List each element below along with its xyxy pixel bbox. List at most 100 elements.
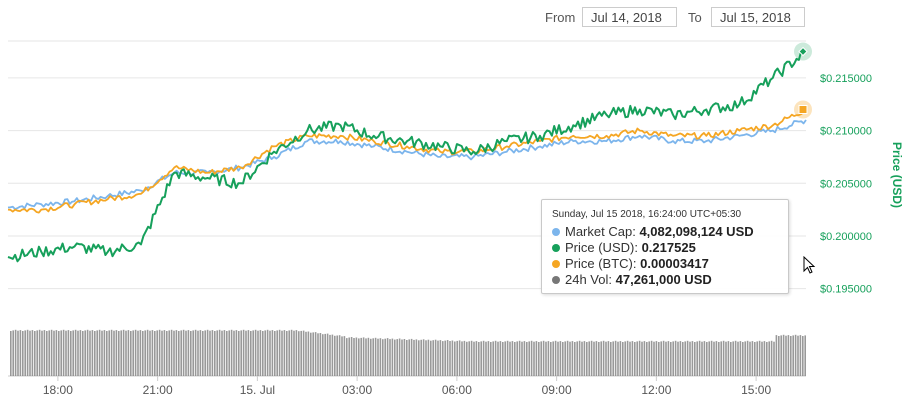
volume-bar (730, 342, 732, 376)
volume-bar (509, 341, 511, 376)
volume-bar (744, 341, 746, 376)
volume-bar (497, 341, 499, 376)
volume-bar (425, 340, 427, 376)
volume-bar (598, 342, 600, 376)
volume-bar (235, 330, 238, 376)
volume-bar (324, 333, 326, 376)
volume-bar (209, 330, 211, 376)
to-date-input[interactable]: Jul 15, 2018 (711, 7, 805, 27)
volume-bar (310, 332, 312, 376)
tooltip-row-volume: 24h Vol: 47,261,000 USD (552, 272, 778, 288)
volume-bar (86, 329, 89, 376)
volume-bar (605, 341, 607, 376)
volume-bar (691, 341, 694, 376)
volume-bar (787, 335, 790, 376)
volume-bar (82, 331, 84, 376)
volume-bar (132, 330, 134, 376)
volume-bar (12, 330, 14, 376)
volume-bar (530, 340, 533, 376)
volume-bar (158, 329, 161, 376)
volume-bar (442, 341, 444, 376)
volume-bar (170, 329, 173, 376)
volume-bar (149, 330, 151, 376)
x-tick-label: 15:00 (741, 383, 771, 397)
volume-bar (590, 340, 593, 376)
volume-bar (48, 330, 50, 376)
volume-bar (684, 341, 686, 376)
volume-bar (415, 339, 418, 376)
volume-bar (466, 341, 468, 376)
volume-bar (571, 341, 574, 376)
tooltip-value: 47,261,000 USD (615, 272, 712, 287)
volume-bar (322, 334, 324, 376)
from-date-input[interactable]: Jul 14, 2018 (582, 7, 677, 27)
volume-bar (187, 330, 190, 376)
volume-bar (72, 330, 74, 376)
volume-bar (317, 333, 319, 376)
volume-bar (254, 329, 257, 376)
volume-bar (602, 340, 605, 376)
volume-bar (456, 340, 458, 376)
tooltip-row-market-cap: Market Cap: 4,082,098,124 USD (552, 224, 778, 240)
volume-bar (446, 340, 449, 376)
volume-bar (293, 330, 295, 376)
volume-bar (670, 342, 672, 376)
volume-bar (142, 331, 144, 376)
volume-bar (554, 340, 557, 376)
volume-bar (389, 339, 391, 376)
volume-bar (120, 330, 122, 376)
volume-bar (746, 340, 749, 376)
volume-bar (739, 341, 742, 376)
volume-bar (346, 338, 348, 376)
volume-bar (353, 338, 355, 376)
x-tick-label: 21:00 (143, 383, 173, 397)
volume-bar (461, 341, 463, 376)
volume-bar (89, 330, 91, 376)
volume-bar (710, 340, 713, 376)
volume-bar (379, 338, 382, 376)
volume-bar (161, 330, 163, 376)
volume-bar (252, 330, 254, 376)
volume-bar (192, 330, 194, 376)
volume-bar (727, 341, 730, 376)
volume-bar (754, 342, 756, 376)
volume-bar (708, 341, 710, 376)
volume-bar (641, 341, 643, 376)
volume-bar (593, 341, 595, 376)
volume-bar (338, 335, 341, 376)
volume-bar (475, 341, 478, 376)
volume-bar (96, 330, 98, 376)
volume-bar (588, 341, 590, 376)
volume-bar (22, 331, 24, 376)
volume-bar (410, 338, 413, 376)
volume-bar (367, 337, 370, 376)
volume-bar (682, 342, 684, 376)
x-tick-label: 09:00 (542, 383, 572, 397)
volume-bar (194, 329, 197, 376)
volume-bar (394, 339, 396, 376)
x-tick-label: 12:00 (641, 383, 671, 397)
volume-bar (36, 330, 38, 376)
mouse-cursor-icon (803, 256, 816, 274)
volume-bar (715, 341, 718, 376)
volume-bar (218, 329, 221, 376)
volume-bar (214, 331, 216, 376)
volume-bar (622, 342, 624, 376)
volume-bar (660, 341, 662, 376)
volume-bar (427, 339, 430, 376)
volume-bar (626, 340, 629, 376)
tooltip-row-price-usd: Price (USD): 0.217525 (552, 240, 778, 256)
volume-bar (511, 341, 514, 376)
volume-bar (619, 341, 622, 376)
volume-bar (79, 330, 82, 376)
tooltip-row-price-btc: Price (BTC): 0.00003417 (552, 256, 778, 272)
volume-bar (336, 335, 338, 376)
volume-bar (636, 341, 638, 376)
volume-bar (742, 342, 744, 376)
volume-bar (98, 329, 101, 376)
volume-bar (768, 341, 770, 376)
volume-bar (290, 329, 293, 376)
price-btc-dot-icon (552, 260, 560, 268)
volume-bar (643, 341, 646, 376)
